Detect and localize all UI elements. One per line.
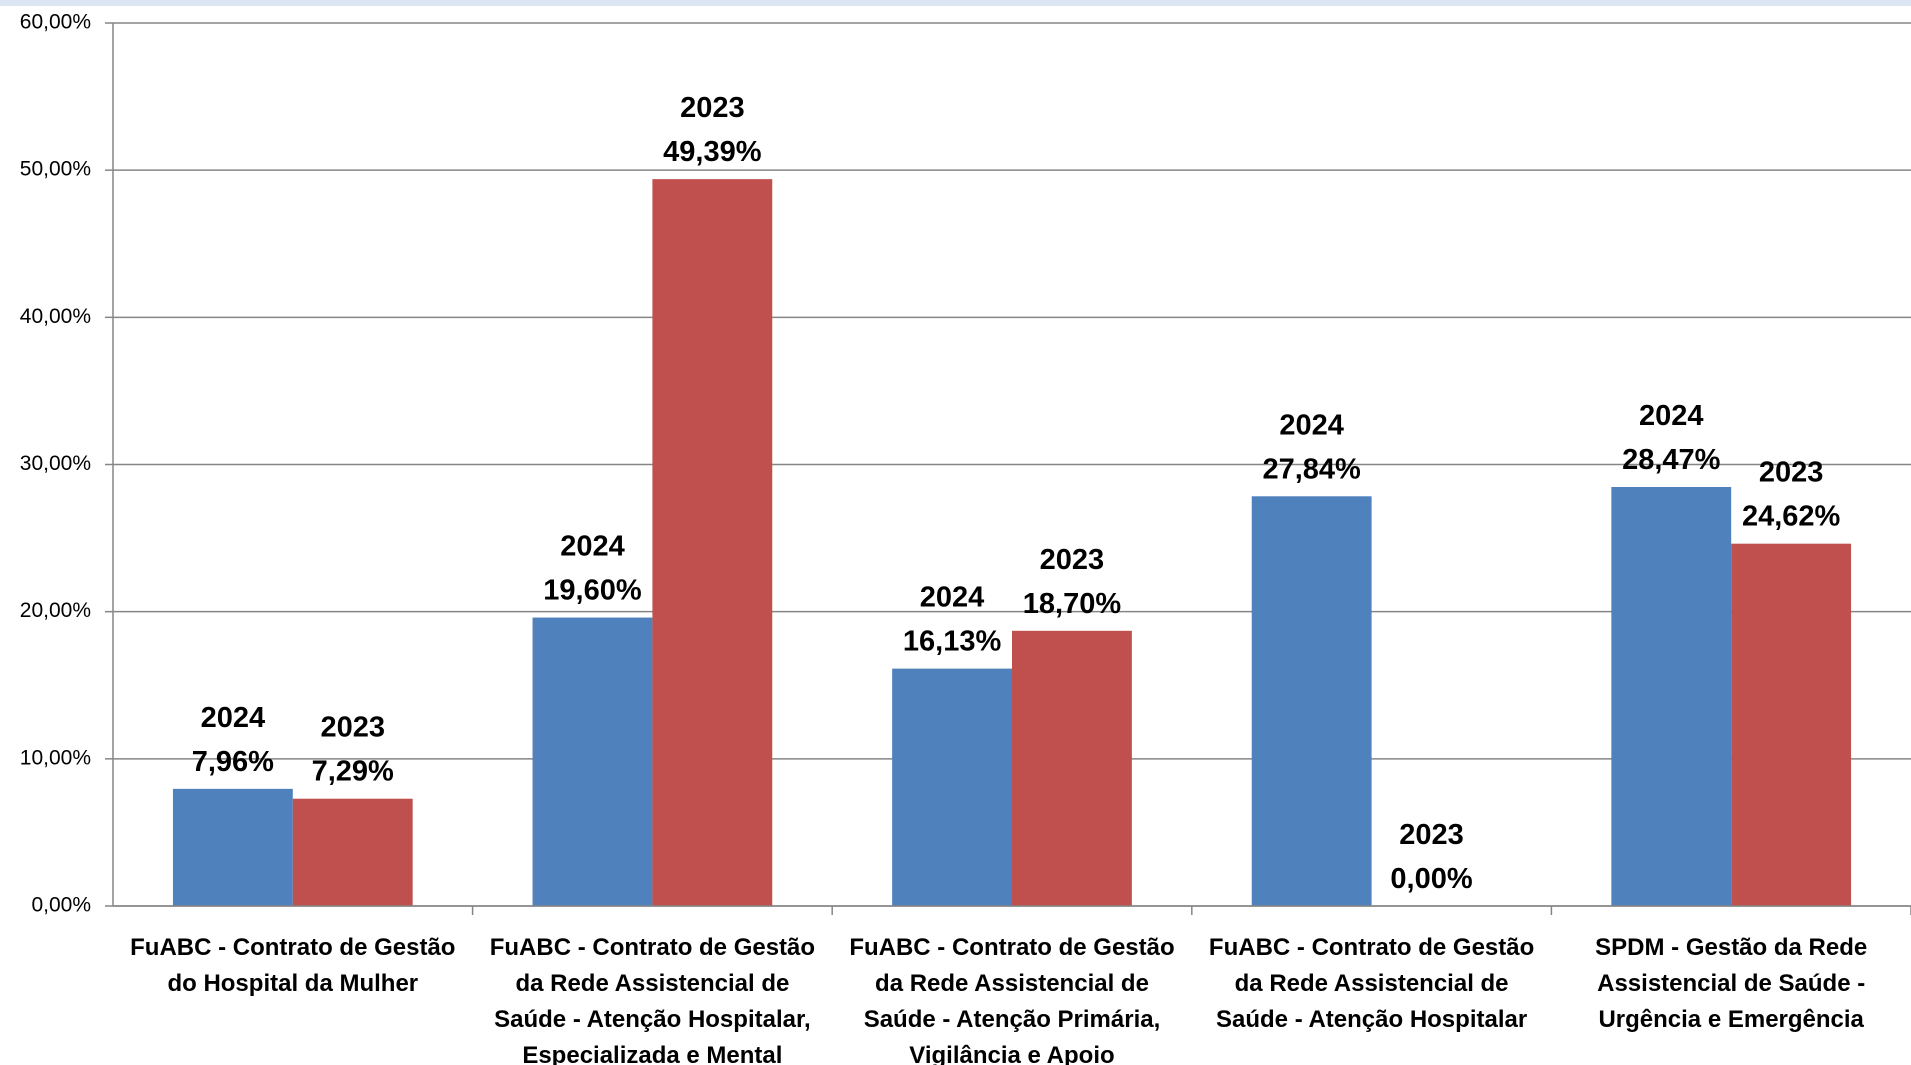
x-tick-label: FuABC - Contrato de Gestão do Hospital d…	[130, 934, 456, 997]
bar	[1611, 487, 1732, 906]
y-tick-label: 60,00%	[20, 11, 91, 34]
y-tick-label: 30,00%	[20, 452, 91, 475]
data-label-series: 2023	[1040, 543, 1105, 575]
y-tick-label: 40,00%	[20, 305, 91, 328]
data-label-series: 2024	[920, 581, 985, 613]
data-label: 2024 16,13%	[903, 581, 1002, 657]
y-tick-label: 20,00%	[20, 599, 91, 622]
bar	[1251, 496, 1372, 906]
bar	[172, 788, 293, 906]
data-label-value: 28,47%	[1622, 444, 1721, 476]
data-label: 2024 7,96%	[192, 702, 274, 778]
data-label-series: 2023	[1399, 819, 1464, 851]
y-tick-label: 0,00%	[31, 894, 91, 917]
bar	[892, 668, 1012, 906]
bar	[652, 179, 773, 907]
data-label: 2023 24,62%	[1742, 456, 1841, 532]
data-label-value: 49,39%	[663, 136, 762, 168]
data-label-value: 24,62%	[1742, 500, 1841, 532]
x-tick-label: FuABC - Contrato de Gestão da Rede Assis…	[1208, 934, 1535, 1033]
data-label-series: 2024	[1279, 409, 1344, 441]
data-label-value: 7,29%	[312, 755, 394, 787]
data-label-series: 2023	[320, 711, 385, 743]
data-label-series: 2024	[1639, 400, 1704, 432]
x-tick-label: FuABC - Contrato de Gestão da Rede Assis…	[489, 934, 816, 1065]
data-label: 2023 0,00%	[1390, 819, 1472, 895]
data-label: 2023 49,39%	[663, 92, 762, 168]
x-tick-label: FuABC - Contrato de Gestão da Rede Assis…	[849, 934, 1175, 1065]
data-label: 2024 19,60%	[543, 530, 642, 606]
data-label-series: 2023	[1759, 456, 1824, 488]
data-label-value: 27,84%	[1262, 453, 1361, 485]
data-label: 2023 18,70%	[1023, 543, 1122, 619]
y-tick-label: 10,00%	[20, 746, 91, 769]
x-tick-label: SPDM - Gestão da Rede Assistencial de Sa…	[1595, 934, 1868, 1033]
bar	[1731, 543, 1852, 906]
bar	[1012, 630, 1132, 906]
data-label: 2023 7,29%	[312, 711, 394, 787]
data-label-value: 0,00%	[1390, 863, 1472, 895]
top-strip	[0, 0, 1911, 6]
bar	[532, 617, 653, 906]
data-label: 2024 27,84%	[1262, 409, 1361, 485]
data-label: 2024 28,47%	[1622, 400, 1721, 476]
data-label-series: 2024	[201, 702, 266, 734]
data-label-value: 16,13%	[903, 625, 1002, 657]
data-label-value: 18,70%	[1023, 587, 1122, 619]
bar	[292, 798, 413, 906]
data-label-series: 2023	[680, 92, 745, 124]
y-tick-label: 50,00%	[20, 158, 91, 181]
data-label-series: 2024	[560, 530, 625, 562]
data-label-value: 19,60%	[543, 574, 642, 606]
data-label-value: 7,96%	[192, 746, 274, 778]
